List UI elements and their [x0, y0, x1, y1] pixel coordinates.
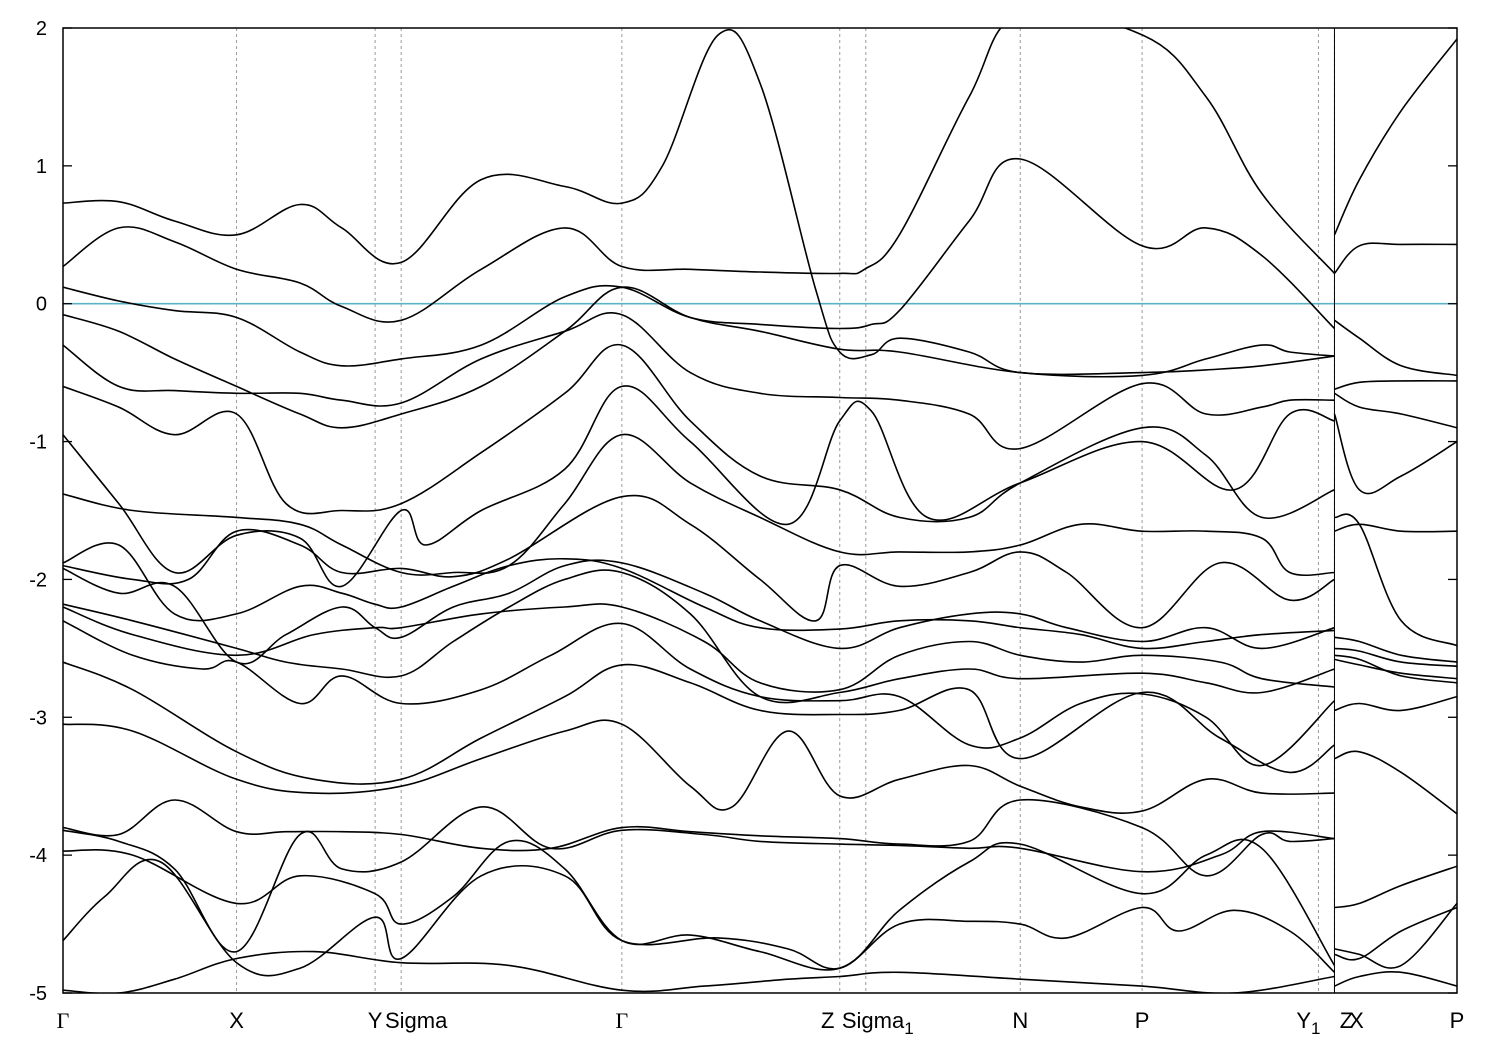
band-line-12: [63, 494, 1335, 629]
kpoint-label: P: [1135, 1008, 1150, 1033]
y-axis-ticks: 2 1 0 -1 -2 -3 -4 -5: [29, 18, 1457, 1005]
y-tick-label: -4: [29, 845, 47, 867]
band-line-38: [1334, 971, 1457, 987]
band-line-3: [63, 798, 1335, 877]
band-line-13: [63, 433, 1335, 577]
band-line-17: [63, 286, 1335, 429]
band-line-9: [63, 569, 1335, 704]
band-line-10: [63, 559, 1335, 665]
band-line-4: [63, 806, 1335, 953]
band-line-2: [63, 838, 1336, 971]
kpoint-label: Γ: [57, 1008, 70, 1033]
band-line-32: [1334, 654, 1457, 684]
band-line-22: [1333, 242, 1457, 274]
band-line-36: [1334, 906, 1457, 961]
band-line-34: [1334, 695, 1457, 712]
kpoint-label: Y: [368, 1008, 383, 1033]
band-line-35: [1334, 865, 1457, 909]
y-tick-label: 2: [36, 18, 47, 40]
kpoint-label: Z: [1340, 1008, 1353, 1033]
band-line-15: [63, 343, 1335, 523]
kpoint-label: Sigma: [385, 1008, 448, 1033]
plot-frame: [62, 27, 1458, 994]
kpoint-label: Z: [821, 1008, 834, 1033]
band-line-11: [63, 542, 1335, 650]
band-line-28: [1334, 513, 1457, 647]
band-line-25: [1333, 413, 1457, 495]
band-line-21: [1333, 38, 1457, 236]
band-line-1: [63, 858, 1336, 977]
kpoint-label: X: [1349, 1008, 1364, 1033]
band-line-23: [1334, 319, 1457, 377]
kpoint-label: N: [1012, 1008, 1028, 1033]
kpoint-label: X: [229, 1008, 244, 1033]
band-line-8: [63, 603, 1335, 693]
band-line-33: [1334, 750, 1457, 815]
band-line-16: [63, 312, 1335, 450]
band-line-27: [1334, 523, 1457, 533]
band-line-26: [1334, 392, 1457, 429]
band-line-18: [63, 158, 1336, 367]
y-tick-label: -5: [29, 983, 47, 1005]
y-tick-label: 0: [36, 294, 47, 316]
band-line-5: [63, 719, 1335, 814]
band-line-30: [1334, 647, 1457, 668]
band-line-14: [63, 385, 1335, 588]
y-tick-label: -1: [29, 432, 47, 454]
band-line-31: [1334, 658, 1457, 680]
y-tick-label: -3: [29, 707, 47, 729]
band-line-29: [1334, 636, 1457, 663]
y-tick-label: -2: [29, 569, 47, 591]
band-line-24: [1334, 380, 1457, 390]
band-line-6: [63, 661, 1335, 785]
y-tick-label: 1: [36, 156, 47, 178]
kpoint-label: Γ: [615, 1008, 628, 1033]
band-line-7: [63, 620, 1336, 767]
band-line-19: [63, 28, 1336, 323]
band-line-20: [63, 28, 1335, 376]
band-lines: [63, 28, 1457, 993]
band-line-37: [1334, 902, 1457, 969]
kpoint-label: P: [1450, 1008, 1465, 1033]
